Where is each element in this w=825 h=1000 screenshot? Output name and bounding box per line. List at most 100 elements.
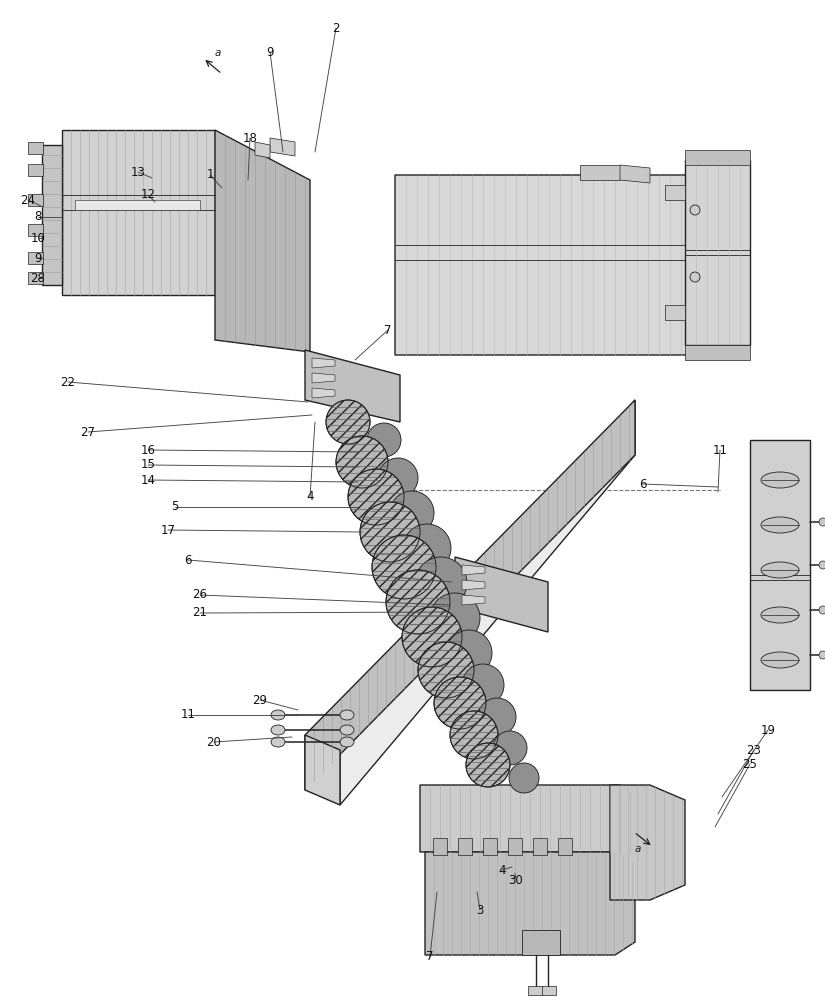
Polygon shape xyxy=(425,852,635,955)
Polygon shape xyxy=(508,838,522,855)
Polygon shape xyxy=(455,557,548,632)
Polygon shape xyxy=(620,165,650,183)
Polygon shape xyxy=(395,175,730,355)
Text: 16: 16 xyxy=(140,444,155,456)
Circle shape xyxy=(418,642,474,698)
Circle shape xyxy=(430,593,480,643)
Text: 4: 4 xyxy=(306,490,314,504)
Polygon shape xyxy=(528,986,543,995)
Text: 11: 11 xyxy=(713,444,728,456)
Circle shape xyxy=(462,664,504,706)
Circle shape xyxy=(403,524,451,572)
Polygon shape xyxy=(312,373,335,383)
Text: 14: 14 xyxy=(140,474,155,487)
Polygon shape xyxy=(462,595,485,605)
Text: 1: 1 xyxy=(206,168,214,182)
Text: 24: 24 xyxy=(21,194,35,207)
Circle shape xyxy=(372,535,436,599)
Text: 13: 13 xyxy=(130,165,145,178)
Polygon shape xyxy=(305,735,340,805)
Text: 26: 26 xyxy=(192,588,208,601)
Polygon shape xyxy=(420,785,635,852)
Circle shape xyxy=(478,698,516,736)
Ellipse shape xyxy=(761,607,799,623)
Polygon shape xyxy=(255,142,270,158)
Text: a: a xyxy=(634,844,641,854)
Ellipse shape xyxy=(761,562,799,578)
Ellipse shape xyxy=(271,725,285,735)
Text: 27: 27 xyxy=(81,426,96,438)
Polygon shape xyxy=(28,164,43,176)
Ellipse shape xyxy=(271,737,285,747)
Polygon shape xyxy=(458,838,472,855)
Polygon shape xyxy=(28,142,43,154)
Text: 10: 10 xyxy=(31,232,45,244)
Ellipse shape xyxy=(761,472,799,488)
Circle shape xyxy=(378,458,418,498)
Text: 22: 22 xyxy=(60,375,76,388)
Text: 11: 11 xyxy=(181,708,196,722)
Polygon shape xyxy=(462,580,485,590)
Text: 2: 2 xyxy=(332,21,340,34)
Circle shape xyxy=(450,711,498,759)
Text: 21: 21 xyxy=(192,606,208,619)
Polygon shape xyxy=(580,165,620,180)
Text: 3: 3 xyxy=(476,904,483,916)
Polygon shape xyxy=(28,224,43,236)
Polygon shape xyxy=(522,930,560,955)
Text: a: a xyxy=(214,48,221,58)
Text: 6: 6 xyxy=(184,554,191,566)
Polygon shape xyxy=(542,986,556,995)
Text: 7: 7 xyxy=(427,950,434,964)
Circle shape xyxy=(386,570,450,634)
Text: 17: 17 xyxy=(161,524,176,536)
Ellipse shape xyxy=(761,517,799,533)
Text: 4: 4 xyxy=(498,863,506,876)
Circle shape xyxy=(367,423,401,457)
Circle shape xyxy=(509,763,539,793)
Polygon shape xyxy=(28,252,43,264)
Circle shape xyxy=(390,491,434,535)
Text: 9: 9 xyxy=(35,251,42,264)
Text: 6: 6 xyxy=(639,478,647,490)
Polygon shape xyxy=(750,440,810,690)
Circle shape xyxy=(348,469,404,525)
Polygon shape xyxy=(610,785,685,900)
Circle shape xyxy=(434,677,486,729)
Polygon shape xyxy=(533,838,547,855)
Text: 23: 23 xyxy=(747,744,761,756)
Text: 18: 18 xyxy=(243,131,257,144)
Polygon shape xyxy=(62,130,215,295)
Polygon shape xyxy=(312,388,335,398)
Polygon shape xyxy=(305,350,400,422)
Polygon shape xyxy=(665,305,685,320)
Polygon shape xyxy=(665,185,685,200)
Text: 15: 15 xyxy=(140,458,155,472)
Polygon shape xyxy=(312,358,335,368)
Polygon shape xyxy=(340,400,635,805)
Polygon shape xyxy=(462,565,485,575)
Circle shape xyxy=(415,557,467,609)
Polygon shape xyxy=(558,838,572,855)
Text: 5: 5 xyxy=(172,500,179,514)
Polygon shape xyxy=(685,160,750,345)
Polygon shape xyxy=(305,400,635,790)
Polygon shape xyxy=(75,200,200,210)
Polygon shape xyxy=(215,130,310,352)
Circle shape xyxy=(446,630,492,676)
Text: 30: 30 xyxy=(509,874,523,886)
Polygon shape xyxy=(433,838,447,855)
Polygon shape xyxy=(28,272,43,284)
Circle shape xyxy=(690,205,700,215)
Text: 28: 28 xyxy=(31,271,45,284)
Circle shape xyxy=(402,607,462,667)
Text: 25: 25 xyxy=(742,758,757,770)
Ellipse shape xyxy=(340,737,354,747)
Polygon shape xyxy=(28,194,43,206)
Polygon shape xyxy=(685,150,750,165)
Text: 8: 8 xyxy=(35,211,42,224)
Text: 20: 20 xyxy=(206,736,221,748)
Circle shape xyxy=(336,436,388,488)
Text: 7: 7 xyxy=(384,324,392,336)
Ellipse shape xyxy=(271,710,285,720)
